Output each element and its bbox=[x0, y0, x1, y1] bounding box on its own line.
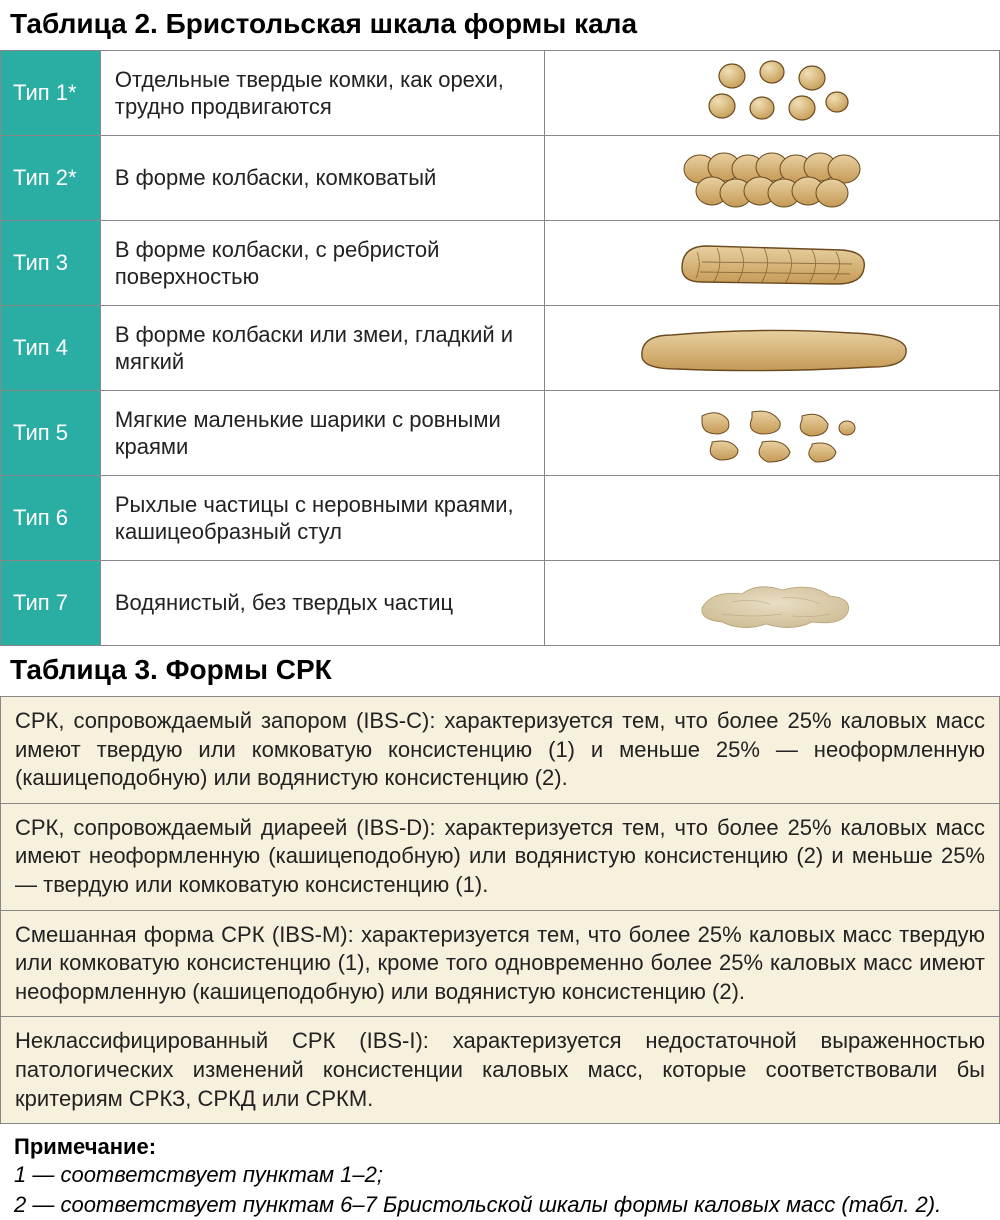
type-illustration bbox=[545, 221, 1000, 306]
type-description: Отдельные твердые комки, как орехи, труд… bbox=[100, 51, 544, 136]
type-description: В форме колбаски, с ребристой поверхност… bbox=[100, 221, 544, 306]
type-description: Мягкие маленькие шарики с ровными краями bbox=[100, 391, 544, 476]
type-label: Тип 6 bbox=[1, 476, 101, 561]
srk-cell: Неклассифицированный СРК (IBS-I): характ… bbox=[1, 1017, 1000, 1124]
type-label: Тип 1* bbox=[1, 51, 101, 136]
type-description: В форме колбаски или змеи, гладкий и мяг… bbox=[100, 306, 544, 391]
bristol-row: Тип 7 Водянистый, без твердых частиц bbox=[1, 561, 1000, 646]
table3-title: Таблица 3. Формы СРК bbox=[0, 646, 1000, 696]
srk-row: Неклассифицированный СРК (IBS-I): характ… bbox=[1, 1017, 1000, 1124]
bristol-row: Тип 3 В форме колбаски, с ребристой пове… bbox=[1, 221, 1000, 306]
type-illustration bbox=[545, 51, 1000, 136]
type-description: В форме колбаски, комковатый bbox=[100, 136, 544, 221]
bristol-row: Тип 4 В форме колбаски или змеи, гладкий… bbox=[1, 306, 1000, 391]
type-illustration bbox=[545, 561, 1000, 646]
srk-row: СРК, сопровождаемый диареей (IBS-D): хар… bbox=[1, 803, 1000, 910]
srk-row: СРК, сопровождаемый запором (IBS-C): хар… bbox=[1, 697, 1000, 804]
type-illustration bbox=[545, 306, 1000, 391]
type-label: Тип 7 bbox=[1, 561, 101, 646]
table2-title: Таблица 2. Бристольская шкала формы кала bbox=[0, 0, 1000, 50]
note-line: 1 — соответствует пунктам 1–2; bbox=[0, 1160, 1000, 1190]
bristol-row: Тип 2* В форме колбаски, комковатый bbox=[1, 136, 1000, 221]
type-illustration bbox=[545, 391, 1000, 476]
type-description: Рыхлые частицы с неровными краями, кашиц… bbox=[100, 476, 544, 561]
srk-cell: СРК, сопровождаемый диареей (IBS-D): хар… bbox=[1, 803, 1000, 910]
note-title: Примечание: bbox=[0, 1124, 1000, 1160]
bristol-row: Тип 1* Отдельные твердые комки, как орех… bbox=[1, 51, 1000, 136]
type-illustration bbox=[545, 476, 1000, 561]
bristol-row: Тип 6 Рыхлые частицы с неровными краями,… bbox=[1, 476, 1000, 561]
type-label: Тип 2* bbox=[1, 136, 101, 221]
srk-row: Смешанная форма СРК (IBS-M): характеризу… bbox=[1, 910, 1000, 1017]
type-description: Водянистый, без твердых частиц bbox=[100, 561, 544, 646]
bristol-row: Тип 5 Мягкие маленькие шарики с ровными … bbox=[1, 391, 1000, 476]
type-illustration bbox=[545, 136, 1000, 221]
type-label: Тип 3 bbox=[1, 221, 101, 306]
srk-cell: СРК, сопровождаемый запором (IBS-C): хар… bbox=[1, 697, 1000, 804]
srk-table: СРК, сопровождаемый запором (IBS-C): хар… bbox=[0, 696, 1000, 1124]
note-line: 2 — соответствует пунктам 6–7 Бристольск… bbox=[0, 1190, 1000, 1220]
bristol-table: Тип 1* Отдельные твердые комки, как орех… bbox=[0, 50, 1000, 646]
type-label: Тип 4 bbox=[1, 306, 101, 391]
srk-cell: Смешанная форма СРК (IBS-M): характеризу… bbox=[1, 910, 1000, 1017]
type-label: Тип 5 bbox=[1, 391, 101, 476]
